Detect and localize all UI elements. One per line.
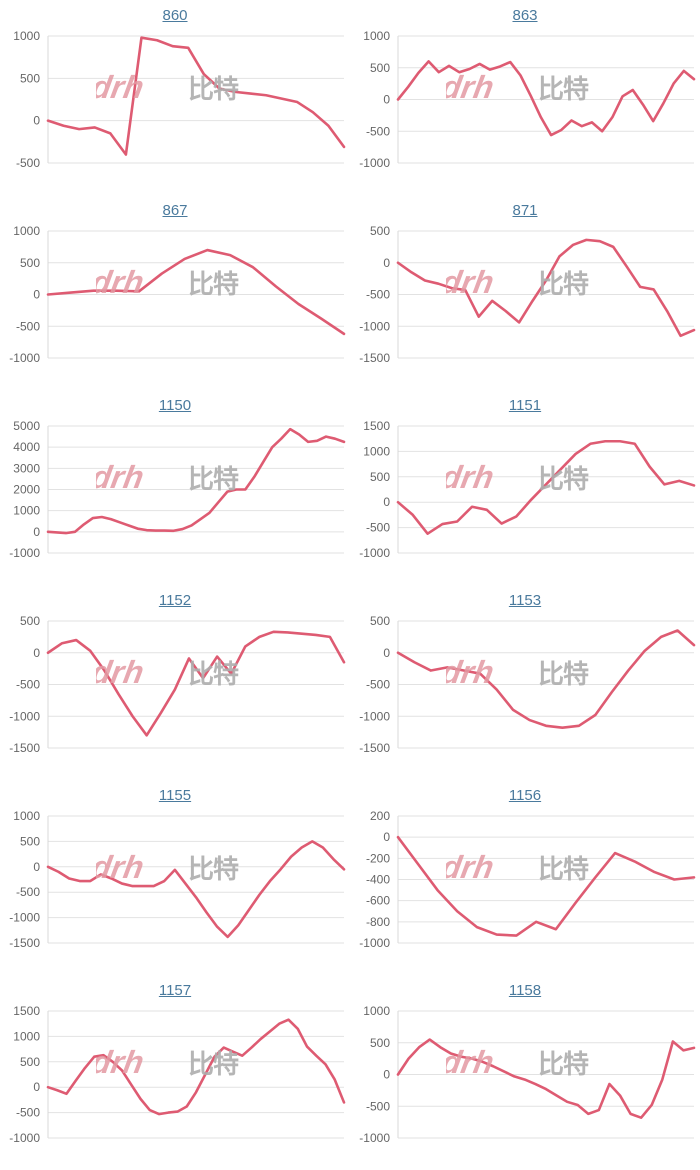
svg-text:-1000: -1000 [9, 911, 40, 925]
svg-text:1000: 1000 [363, 444, 390, 458]
svg-text:500: 500 [370, 614, 390, 628]
svg-text:1000: 1000 [13, 809, 40, 823]
svg-text:-1500: -1500 [359, 741, 390, 755]
svg-text:0: 0 [33, 646, 40, 660]
svg-text:-1500: -1500 [359, 351, 390, 365]
svg-text:-1000: -1000 [359, 936, 390, 950]
svg-text:-500: -500 [366, 678, 390, 692]
svg-text:500: 500 [20, 256, 40, 270]
svg-text:0: 0 [33, 1080, 40, 1094]
svg-text:500: 500 [370, 61, 390, 75]
svg-text:-400: -400 [366, 873, 390, 887]
svg-text:-1500: -1500 [9, 936, 40, 950]
svg-text:0: 0 [383, 495, 390, 509]
svg-text:-500: -500 [16, 885, 40, 899]
svg-text:1000: 1000 [363, 1004, 390, 1018]
svg-text:4000: 4000 [13, 440, 40, 454]
svg-text:500: 500 [370, 1036, 390, 1050]
svg-text:200: 200 [370, 809, 390, 823]
svg-text:-1000: -1000 [359, 546, 390, 560]
svg-text:-500: -500 [16, 319, 40, 333]
svg-text:-1000: -1000 [9, 709, 40, 723]
svg-text:1000: 1000 [13, 29, 40, 43]
svg-text:0: 0 [383, 1068, 390, 1082]
svg-text:-1000: -1000 [359, 1131, 390, 1145]
svg-text:1000: 1000 [13, 224, 40, 238]
svg-text:-1000: -1000 [9, 546, 40, 560]
svg-text:1000: 1000 [363, 29, 390, 43]
svg-text:0: 0 [33, 114, 40, 128]
svg-text:1000: 1000 [13, 504, 40, 518]
svg-text:500: 500 [370, 470, 390, 484]
svg-text:-800: -800 [366, 915, 390, 929]
svg-text:0: 0 [33, 525, 40, 539]
svg-text:-1000: -1000 [9, 1131, 40, 1145]
svg-text:-500: -500 [366, 124, 390, 138]
svg-text:500: 500 [370, 224, 390, 238]
svg-text:0: 0 [33, 288, 40, 302]
svg-text:5000: 5000 [13, 419, 40, 433]
svg-text:0: 0 [383, 830, 390, 844]
svg-text:3000: 3000 [13, 461, 40, 475]
svg-text:-500: -500 [16, 156, 40, 170]
svg-text:-500: -500 [366, 288, 390, 302]
svg-text:1000: 1000 [13, 1029, 40, 1043]
svg-text:-1000: -1000 [9, 351, 40, 365]
svg-text:-1000: -1000 [359, 709, 390, 723]
svg-text:0: 0 [383, 646, 390, 660]
svg-text:0: 0 [383, 93, 390, 107]
svg-text:500: 500 [20, 614, 40, 628]
svg-text:-500: -500 [16, 1106, 40, 1120]
svg-text:1500: 1500 [13, 1004, 40, 1018]
svg-text:0: 0 [383, 256, 390, 270]
svg-text:-500: -500 [366, 1099, 390, 1113]
svg-text:-500: -500 [16, 678, 40, 692]
svg-text:500: 500 [20, 834, 40, 848]
svg-text:-1000: -1000 [359, 319, 390, 333]
svg-text:1500: 1500 [363, 419, 390, 433]
svg-text:-200: -200 [366, 851, 390, 865]
svg-text:-1000: -1000 [359, 156, 390, 170]
svg-text:0: 0 [33, 860, 40, 874]
svg-text:-600: -600 [366, 894, 390, 908]
svg-text:-1500: -1500 [9, 741, 40, 755]
svg-text:-500: -500 [366, 521, 390, 535]
svg-text:500: 500 [20, 1055, 40, 1069]
svg-text:2000: 2000 [13, 483, 40, 497]
svg-text:500: 500 [20, 71, 40, 85]
